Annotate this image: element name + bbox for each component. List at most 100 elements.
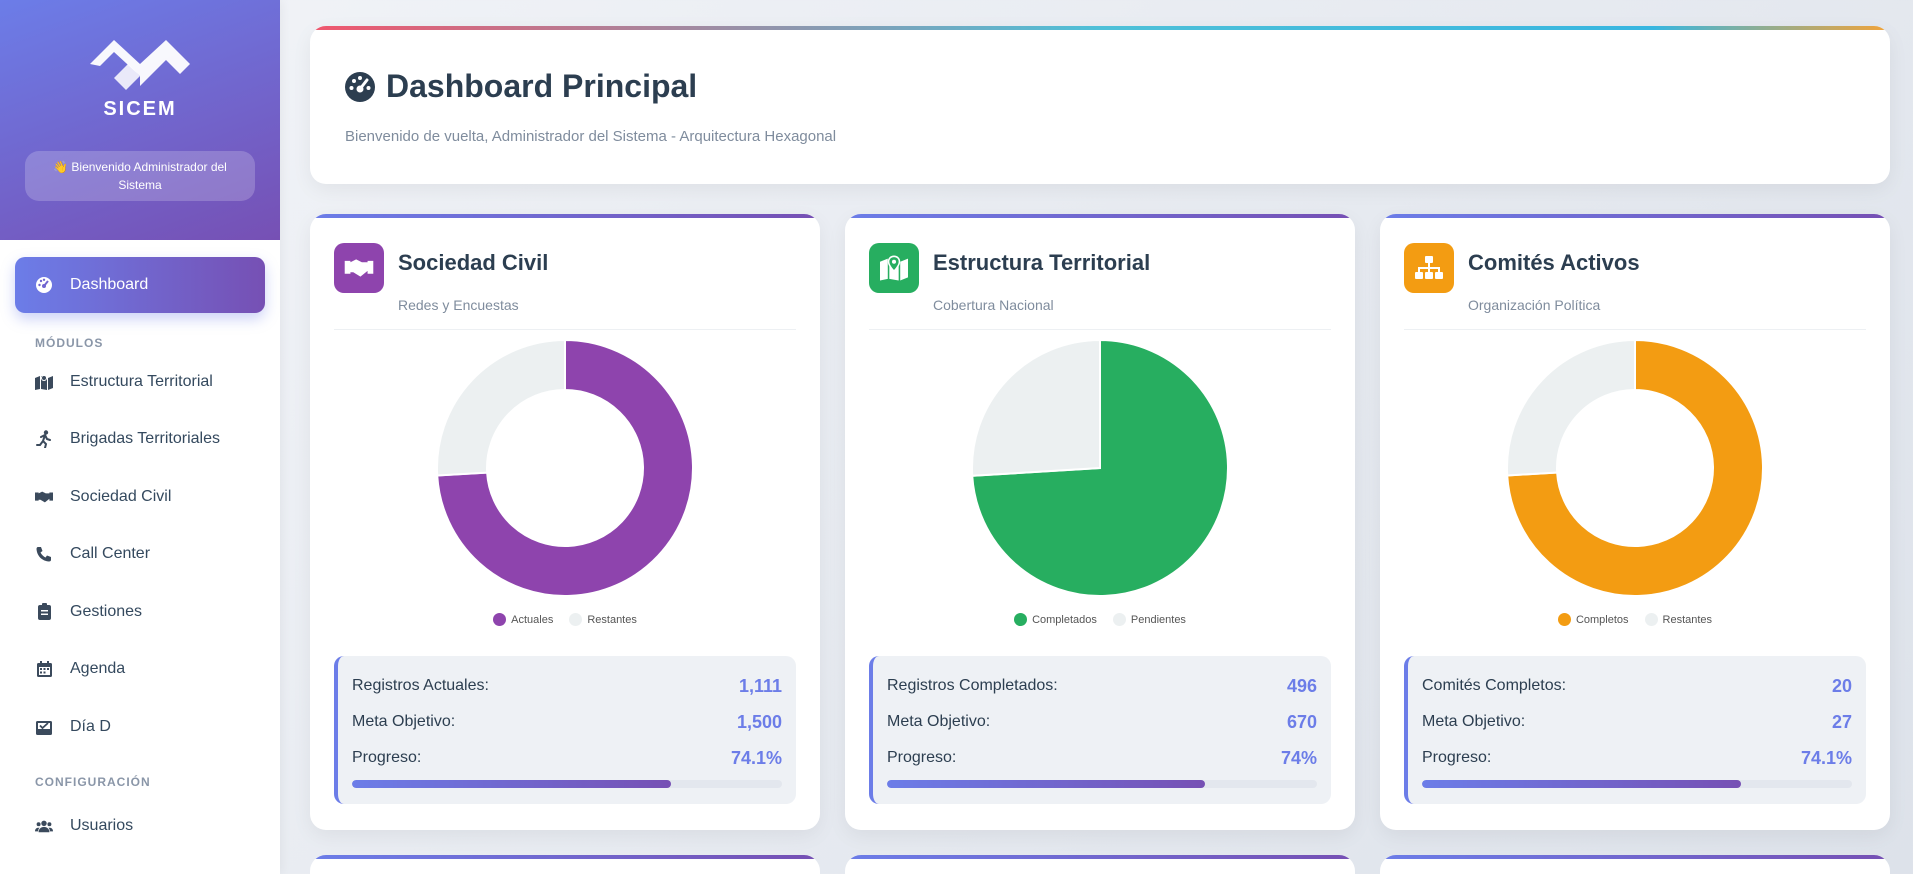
- card-header: Estructura Territorial Cobertura Naciona…: [869, 243, 1331, 330]
- sidebar-item-agenda[interactable]: Agenda: [15, 641, 265, 699]
- sidebar-item-label: Dashboard: [70, 276, 149, 293]
- stat-label: Meta Objetivo:: [352, 713, 456, 730]
- legend-item[interactable]: Completos: [1557, 613, 1629, 626]
- stat-value: 74.1%: [1800, 747, 1852, 768]
- card-estructura-territorial: Estructura Territorial Cobertura Naciona…: [845, 214, 1355, 830]
- card-header: Comités Activos Organización Política: [1404, 243, 1866, 330]
- sidebar-item-label: Usuarios: [70, 817, 134, 835]
- legend-label: Restantes: [587, 613, 637, 626]
- sidebar-item-sociedad-civil[interactable]: Sociedad Civil: [15, 468, 265, 526]
- card-sociedad-civil: Sociedad Civil Redes y Encuestas Actuale…: [310, 214, 820, 830]
- phone-icon: [35, 545, 53, 563]
- slice-restantes[interactable]: [1506, 338, 1636, 477]
- dashboard-gauge-icon: [345, 71, 375, 102]
- sidebar-item-label: Sociedad Civil: [70, 487, 172, 505]
- stat-value: 27: [1831, 711, 1852, 732]
- stats-panel: Comités Completos: 20 Meta Objetivo: 27 …: [1404, 656, 1866, 804]
- legend-item[interactable]: Restantes: [1644, 613, 1713, 626]
- slice-restantes[interactable]: [436, 338, 566, 477]
- page-header: Dashboard Principal Bienvenido de vuelta…: [310, 26, 1890, 184]
- sidebar-header: SICEM 👋 Bienvenido Administrador del Sis…: [0, 0, 280, 240]
- map-marker-icon: [869, 243, 919, 293]
- page-title-text: Dashboard Principal: [386, 68, 698, 104]
- stat-value: 1,500: [736, 711, 782, 732]
- stat-label: Meta Objetivo:: [1422, 713, 1526, 730]
- card-title: Comités Activos: [1468, 250, 1640, 275]
- legend-label: Completos: [1575, 613, 1629, 626]
- stat-row: Progreso: 74.1%: [352, 746, 782, 770]
- sidebar-item-brigadas-territoriales[interactable]: Brigadas Territoriales: [15, 411, 265, 469]
- legend-item[interactable]: Pendientes: [1112, 613, 1186, 626]
- slice-completos[interactable]: [1506, 338, 1764, 597]
- sidebar-item-dashboard[interactable]: Dashboard: [15, 257, 265, 313]
- slice-pendientes[interactable]: [971, 338, 1101, 477]
- stat-row: Progreso: 74%: [887, 746, 1317, 770]
- sidebar: SICEM 👋 Bienvenido Administrador del Sis…: [0, 0, 280, 874]
- stat-row: Meta Objetivo: 670: [887, 710, 1317, 734]
- sidebar-item-estructura-territorial[interactable]: Estructura Territorial: [15, 353, 265, 411]
- legend-swatch: [569, 613, 583, 626]
- brand-name: SICEM: [103, 98, 177, 120]
- progress-bar: [352, 780, 782, 788]
- stats-panel: Registros Completados: 496 Meta Objetivo…: [869, 656, 1331, 804]
- page-subtitle: Bienvenido de vuelta, Administrador del …: [345, 128, 837, 145]
- chart-legend: Actuales Restantes: [310, 613, 820, 626]
- stat-value: 20: [1831, 675, 1852, 696]
- stats-panel: Registros Actuales: 1,111 Meta Objetivo:…: [334, 656, 796, 804]
- legend-swatch: [1014, 613, 1028, 626]
- stat-label: Progreso:: [1422, 749, 1492, 766]
- stat-value: 74%: [1280, 747, 1317, 768]
- doughnut-chart: [1506, 338, 1764, 597]
- doughnut-chart: [436, 338, 694, 597]
- legend-item[interactable]: Restantes: [569, 613, 637, 626]
- legend-item[interactable]: Completados: [1014, 613, 1097, 626]
- sidebar-item-dia-d[interactable]: Día D: [15, 698, 265, 756]
- stat-label: Registros Completados:: [887, 677, 1058, 694]
- sicem-logo-icon: [90, 40, 190, 90]
- legend-label: Restantes: [1662, 613, 1713, 626]
- stat-row: Progreso: 74.1%: [1422, 746, 1852, 770]
- legend-label: Completados: [1032, 613, 1097, 626]
- sidebar-item-gestiones[interactable]: Gestiones: [15, 583, 265, 641]
- card-subtitle: Redes y Encuestas: [398, 297, 519, 313]
- welcome-badge: 👋 Bienvenido Administrador del Sistema: [25, 151, 255, 201]
- card-title: Estructura Territorial: [933, 250, 1151, 275]
- sidebar-item-call-center[interactable]: Call Center: [15, 526, 265, 584]
- pie-chart: [971, 338, 1229, 597]
- map-icon: [35, 373, 53, 391]
- section-modules-heading: MÓDULOS: [35, 336, 104, 350]
- stat-row: Comités Completos: 20: [1422, 674, 1852, 698]
- sidebar-item-label: Agenda: [70, 660, 126, 678]
- running-icon: [35, 430, 53, 449]
- slice-actuales[interactable]: [436, 338, 694, 597]
- sidebar-item-label: Estructura Territorial: [70, 372, 213, 390]
- stat-label: Registros Actuales:: [352, 677, 489, 694]
- card-header: Sociedad Civil Redes y Encuestas: [334, 243, 796, 330]
- stat-value: 670: [1286, 711, 1317, 732]
- card-next-row: [1380, 855, 1890, 874]
- card-next-row: [310, 855, 820, 874]
- sidebar-item-usuarios[interactable]: Usuarios: [15, 798, 265, 856]
- stat-label: Progreso:: [887, 749, 957, 766]
- progress-bar: [1422, 780, 1852, 788]
- clipboard-icon: [35, 603, 53, 621]
- stat-value: 496: [1286, 675, 1317, 696]
- inbox-check-icon: [35, 718, 53, 736]
- stat-label: Comités Completos:: [1422, 677, 1567, 694]
- section-config-heading: CONFIGURACIÓN: [35, 774, 151, 789]
- stat-value: 74.1%: [730, 747, 782, 768]
- stat-label: Progreso:: [352, 749, 422, 766]
- legend-swatch: [1112, 613, 1126, 626]
- sitemap-icon: [1404, 243, 1454, 293]
- handshake-icon: [334, 243, 384, 293]
- legend-label: Actuales: [511, 613, 554, 626]
- progress-bar: [887, 780, 1317, 788]
- sidebar-item-label: Día D: [70, 717, 111, 735]
- chart-legend: Completos Restantes: [1380, 613, 1890, 626]
- legend-item[interactable]: Actuales: [493, 613, 553, 626]
- stat-row: Registros Actuales: 1,111: [352, 674, 782, 698]
- card-comites-activos: Comités Activos Organización Política Co…: [1380, 214, 1890, 830]
- stat-row: Registros Completados: 496: [887, 674, 1317, 698]
- chart-legend: Completados Pendientes: [845, 613, 1355, 626]
- dashboard-gauge-icon: [35, 276, 53, 294]
